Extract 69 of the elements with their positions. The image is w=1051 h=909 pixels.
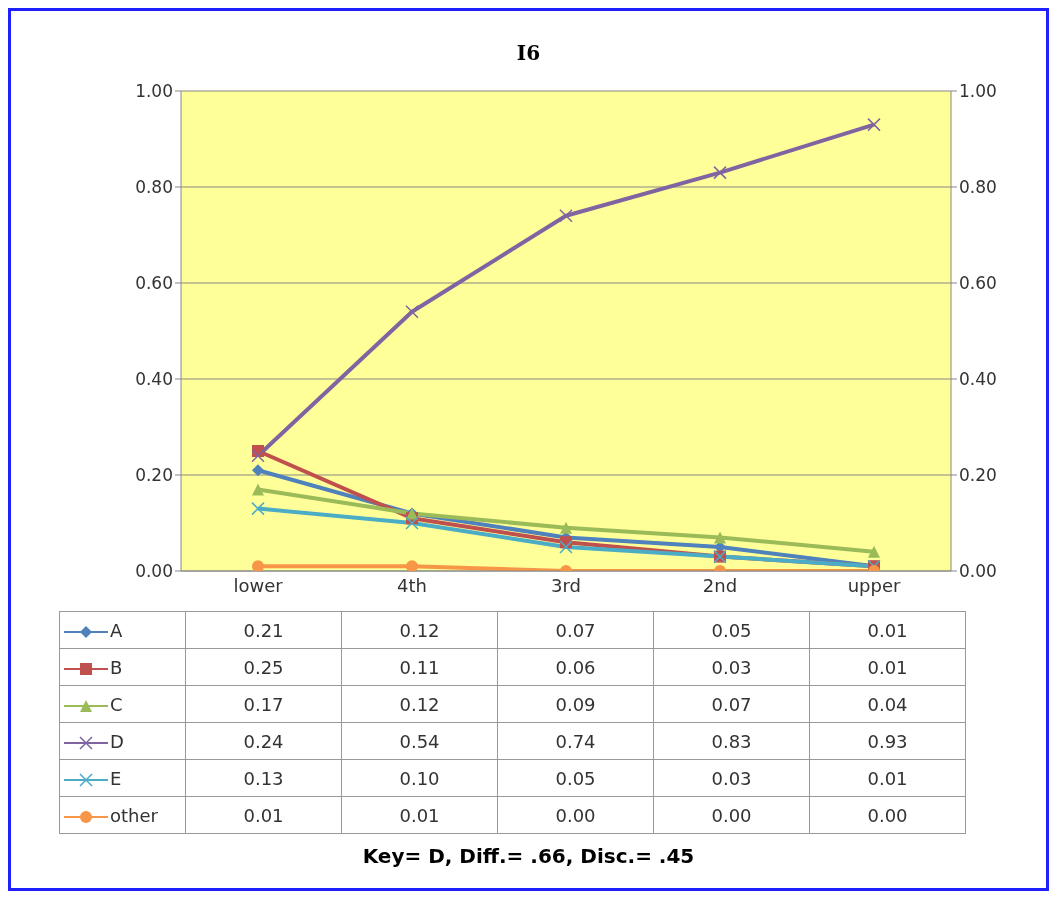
point: [867, 117, 881, 132]
text: Key= D, Diff.= .66, Disc.= .45: [361, 844, 696, 868]
data-label: 0.00: [809, 796, 966, 834]
data-label: 0.03: [653, 759, 810, 797]
point: [252, 560, 264, 571]
y-tick-label: 0.40: [135, 369, 173, 390]
x-tick-label: upper: [847, 574, 901, 596]
y2-tick-label: 0.80: [959, 177, 997, 198]
point: [868, 545, 880, 558]
x-tick-label: lower: [233, 574, 284, 596]
data-label: 0.93: [809, 722, 966, 760]
data-label: 0.83: [653, 722, 810, 760]
y2-tick-label: 0.20: [959, 465, 997, 486]
y2-tick-label: 0.60: [959, 273, 997, 294]
data-label: 0.07: [653, 685, 810, 723]
point: [251, 501, 265, 516]
data-label: 0.01: [341, 796, 498, 834]
chart-title: I6: [515, 40, 542, 67]
point: [559, 209, 573, 223]
legend-label: other: [110, 804, 158, 826]
x-tick-label: 3rd: [551, 574, 581, 596]
legend-label: A: [110, 619, 123, 641]
point: [251, 449, 265, 463]
data-label: 0.09: [497, 685, 654, 723]
data-label: 0.74: [497, 722, 654, 760]
y-tick-label: 1.00: [135, 81, 173, 102]
point: [406, 560, 418, 571]
legend-label: D: [110, 730, 124, 752]
point: [714, 531, 726, 544]
data-label: 0.00: [497, 796, 654, 834]
data-label: 0.07: [497, 611, 654, 649]
data-label: 0.06: [497, 648, 654, 686]
data-label: 0.00: [653, 796, 810, 834]
point: [252, 483, 264, 496]
data-label: 0.12: [341, 611, 498, 649]
data-label: 0.01: [809, 611, 966, 649]
point: [559, 540, 573, 554]
y2-tick-label: 1.00: [959, 81, 997, 102]
data-label: 0.12: [341, 685, 498, 723]
data-label: 0.01: [809, 648, 966, 686]
legend-label: E: [110, 767, 122, 789]
x-tick-label: 2nd: [702, 574, 738, 596]
point: [405, 516, 419, 530]
data-label: 0.03: [653, 648, 810, 686]
data-label: 0.04: [809, 685, 966, 723]
y2-tick-label: 0.00: [959, 561, 997, 582]
data-label: 0.17: [185, 685, 342, 723]
data-label: 0.01: [809, 759, 966, 797]
data-label: 0.13: [185, 759, 342, 797]
point: [252, 464, 264, 477]
data-label: 0.24: [185, 722, 342, 760]
data-label: 0.21: [185, 611, 342, 649]
point: [713, 165, 727, 180]
data-label: 0.01: [185, 796, 342, 834]
data-label: 0.05: [653, 611, 810, 649]
legend-label: C: [110, 693, 123, 715]
data-label: 0.54: [341, 722, 498, 760]
y-tick-label: 0.80: [135, 177, 173, 198]
point: [560, 521, 572, 534]
y-tick-label: 0.20: [135, 465, 173, 486]
y-tick-label: 0.60: [135, 273, 173, 294]
y-tick-label: 0.00: [135, 561, 173, 582]
data-label: 0.11: [341, 648, 498, 686]
data-label: 0.10: [341, 759, 498, 797]
y2-tick-label: 0.40: [959, 369, 997, 390]
x-tick-label: 4th: [397, 574, 427, 596]
data-label: 0.05: [497, 759, 654, 797]
data-label: 0.25: [185, 648, 342, 686]
legend-label: B: [110, 656, 123, 678]
